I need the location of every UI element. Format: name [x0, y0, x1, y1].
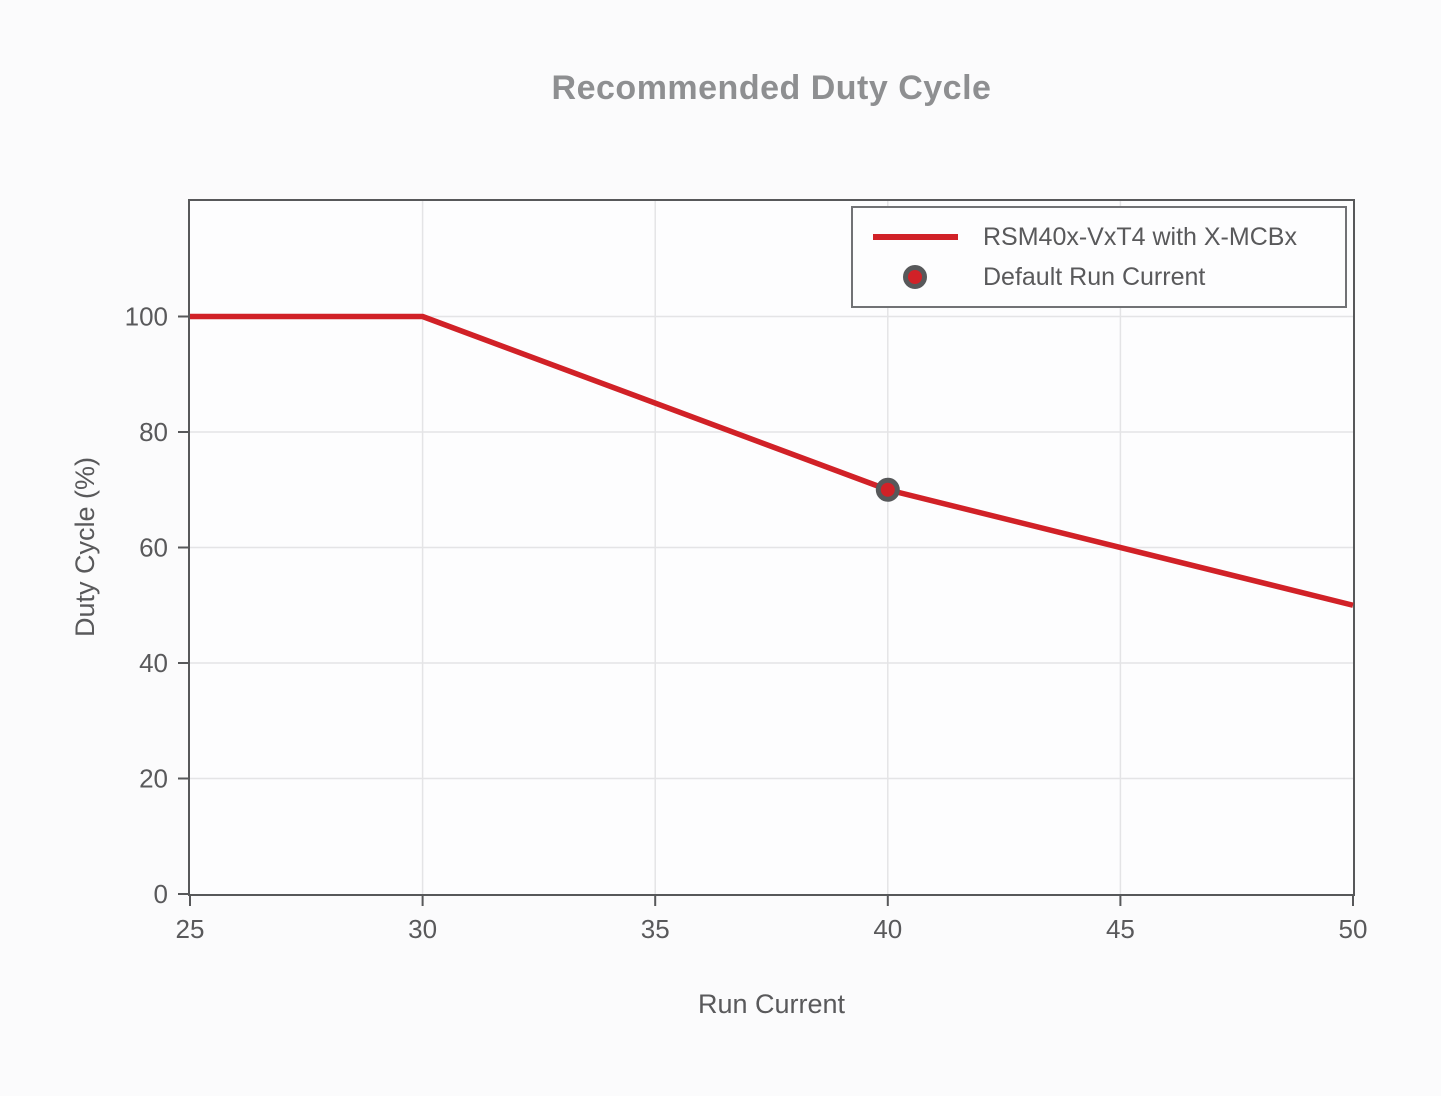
plot-area: 25 30 35 40 45 50 0 20 40 60 80 100 [125, 199, 1367, 944]
y-tick-label: 0 [154, 879, 168, 909]
x-tick-label: 35 [641, 914, 670, 944]
y-axis-label: Duty Cycle (%) [70, 456, 100, 638]
x-tick-label: 40 [873, 914, 902, 944]
y-tick-label: 40 [139, 648, 168, 678]
y-tick-label: 20 [139, 764, 168, 794]
legend-sample-box [863, 234, 967, 240]
duty-cycle-line [190, 313, 1354, 608]
legend-item-line: RSM40x-VxT4 with X-MCBx [863, 217, 1345, 257]
x-tick-label: 50 [1339, 914, 1368, 944]
legend-item-marker: Default Run Current [863, 257, 1345, 297]
plot-canvas: 25 30 35 40 45 50 0 20 40 60 80 100 [125, 201, 1367, 944]
y-tick-label: 100 [125, 302, 168, 332]
legend-label-marker: Default Run Current [983, 262, 1206, 291]
legend-label-series: RSM40x-VxT4 with X-MCBx [983, 222, 1297, 251]
y-tick-label: 80 [139, 417, 168, 447]
legend-marker-icon [903, 265, 927, 289]
legend-sample-box [863, 265, 967, 289]
x-tick-label: 45 [1106, 914, 1135, 944]
x-tick-label: 30 [408, 914, 437, 944]
chart-title: Recommended Duty Cycle [551, 69, 992, 107]
legend-line-icon [872, 234, 958, 240]
y-tick-label: 60 [139, 533, 168, 563]
x-tick-label: 25 [176, 914, 205, 944]
default-run-current-marker [875, 477, 900, 502]
x-axis-label: Run Current [697, 989, 846, 1019]
legend: RSM40x-VxT4 with X-MCBx Default Run Curr… [851, 206, 1347, 308]
